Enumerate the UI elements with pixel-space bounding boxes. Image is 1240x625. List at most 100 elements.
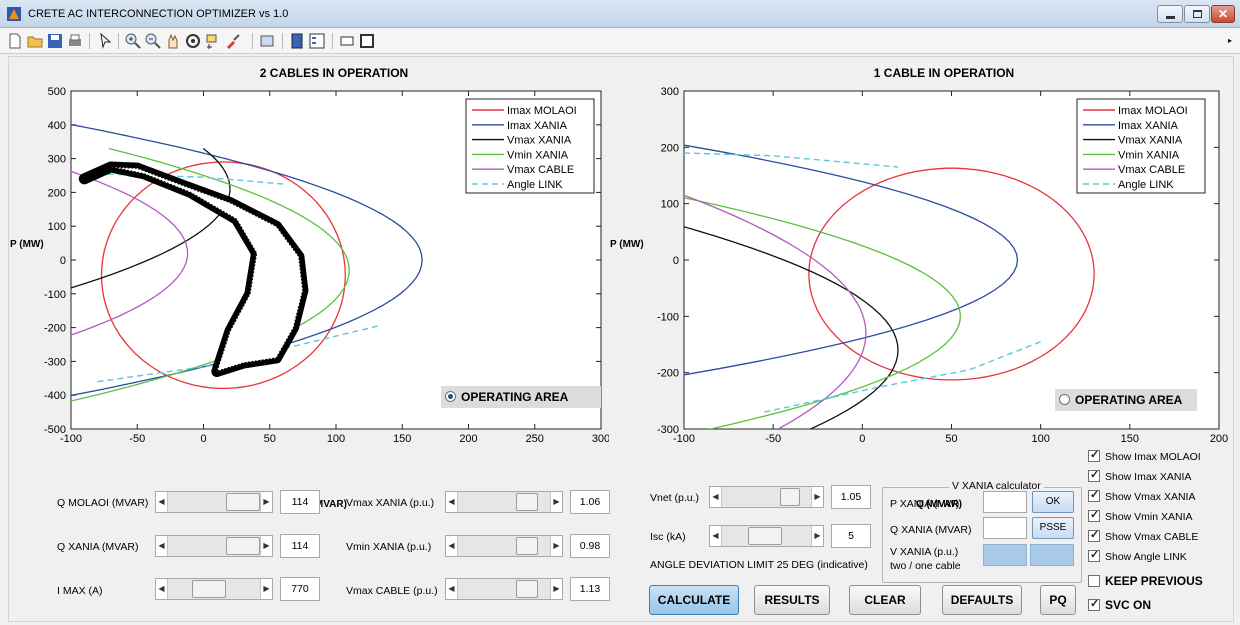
checkbox-icon[interactable]	[1088, 450, 1100, 462]
ok-button[interactable]: OK	[1032, 491, 1074, 513]
toolbar-overflow-icon[interactable]: ▸	[1228, 36, 1232, 45]
slider-thumb[interactable]	[192, 580, 226, 598]
vmax-cable-slider[interactable]: ◀ ▶	[445, 578, 563, 600]
vmax-xania-value[interactable]: 1.06	[570, 490, 610, 514]
show-imax-xania-checkbox[interactable]: Show Imax XANIA	[1088, 470, 1191, 483]
slider-left-arrow-icon[interactable]: ◀	[156, 536, 168, 556]
slider-left-arrow-icon[interactable]: ◀	[446, 536, 458, 556]
left-operating-area-label: OPERATING AREA	[461, 390, 568, 404]
show-vmin-xania-checkbox[interactable]: Show Vmin XANIA	[1088, 510, 1193, 523]
slider-left-arrow-icon[interactable]: ◀	[446, 492, 458, 512]
rotate-icon[interactable]	[184, 32, 202, 50]
pointer-icon[interactable]	[96, 32, 114, 50]
maximize-button[interactable]	[1184, 5, 1210, 23]
vmin-xania-value[interactable]: 0.98	[570, 534, 610, 558]
vmin-xania-slider[interactable]: ◀ ▶	[445, 535, 563, 557]
keep-previous-checkbox[interactable]: KEEP PREVIOUS	[1088, 574, 1203, 588]
slider-left-arrow-icon[interactable]: ◀	[156, 492, 168, 512]
slider-thumb[interactable]	[516, 537, 538, 555]
checkbox-icon[interactable]	[1088, 470, 1100, 482]
save-icon[interactable]	[46, 32, 64, 50]
new-file-icon[interactable]	[6, 32, 24, 50]
clear-button[interactable]: CLEAR	[849, 585, 921, 615]
checkbox-icon[interactable]	[1088, 550, 1100, 562]
legend-icon[interactable]	[308, 32, 326, 50]
isc-value[interactable]: 5	[831, 524, 871, 548]
right-plot[interactable]: -100 -50 0 50 100 150 200 300 200 100 0 -100 -200 -30…	[609, 81, 1229, 486]
slider-thumb[interactable]	[780, 488, 800, 506]
brush-icon[interactable]	[224, 32, 242, 50]
q-molaoi-value[interactable]: 114	[280, 490, 320, 514]
pan-icon[interactable]	[164, 32, 182, 50]
left-operating-area-toggle[interactable]: OPERATING AREA	[441, 386, 601, 408]
imax-slider[interactable]: ◀ ▶	[155, 578, 273, 600]
slider-left-arrow-icon[interactable]: ◀	[710, 487, 722, 507]
print-icon[interactable]	[66, 32, 84, 50]
q-xania-input[interactable]	[983, 517, 1027, 539]
imax-value[interactable]: 770	[280, 577, 320, 601]
slider-left-arrow-icon[interactable]: ◀	[446, 579, 458, 599]
checkbox-icon[interactable]	[1088, 530, 1100, 542]
data-cursor-icon[interactable]	[204, 32, 222, 50]
slider-left-arrow-icon[interactable]: ◀	[156, 579, 168, 599]
slider-right-arrow-icon[interactable]: ▶	[260, 536, 272, 556]
slider-right-arrow-icon[interactable]: ▶	[260, 579, 272, 599]
zoom-out-icon[interactable]	[144, 32, 162, 50]
slider-right-arrow-icon[interactable]: ▶	[811, 487, 823, 507]
right-operating-area-radio[interactable]	[1059, 394, 1070, 405]
pq-button[interactable]: PQ	[1040, 585, 1076, 615]
vnet-slider[interactable]: ◀ ▶	[709, 486, 824, 508]
legend-entry: Vmax XANIA	[507, 135, 572, 147]
vmax-xania-slider[interactable]: ◀ ▶	[445, 491, 563, 513]
right-operating-area-toggle[interactable]: OPERATING AREA	[1055, 389, 1197, 411]
show-angle-link-checkbox[interactable]: Show Angle LINK	[1088, 550, 1187, 563]
slider-right-arrow-icon[interactable]: ▶	[260, 492, 272, 512]
legend-entry: Vmax CABLE	[507, 164, 574, 176]
slider-right-arrow-icon[interactable]: ▶	[550, 579, 562, 599]
show-vmax-xania-checkbox[interactable]: Show Vmax XANIA	[1088, 490, 1195, 503]
slider-right-arrow-icon[interactable]: ▶	[550, 536, 562, 556]
left-plot[interactable]: -100 -50 0 50 100 150 200 250 300500400300200100…	[9, 81, 609, 486]
colorbar-icon[interactable]	[288, 32, 306, 50]
p-xania-input[interactable]	[983, 491, 1027, 513]
svc-on-checkbox[interactable]: SVC ON	[1088, 598, 1151, 612]
show-vmax-cable-checkbox[interactable]: Show Vmax CABLE	[1088, 530, 1198, 543]
show-imax-molaoi-checkbox[interactable]: Show Imax MOLAOI	[1088, 450, 1201, 463]
slider-thumb[interactable]	[516, 580, 538, 598]
defaults-button[interactable]: DEFAULTS	[942, 585, 1022, 615]
psse-button[interactable]: PSSE	[1032, 517, 1074, 539]
checkbox-icon[interactable]	[1088, 490, 1100, 502]
slider-left-arrow-icon[interactable]: ◀	[710, 526, 722, 546]
close-button[interactable]: ✕	[1211, 5, 1235, 23]
q-xania-label: Q XANIA (MVAR)	[57, 541, 138, 553]
checkbox-icon[interactable]	[1088, 575, 1100, 587]
slider-right-arrow-icon[interactable]: ▶	[550, 492, 562, 512]
isc-slider[interactable]: ◀ ▶	[709, 525, 824, 547]
minimize-button[interactable]	[1157, 5, 1183, 23]
legend-entry: Imax MOLAOI	[1118, 105, 1188, 117]
slider-thumb[interactable]	[748, 527, 782, 545]
slider-right-arrow-icon[interactable]: ▶	[811, 526, 823, 546]
results-button[interactable]: RESULTS	[754, 585, 830, 615]
checkbox-icon[interactable]	[1088, 599, 1100, 611]
open-folder-icon[interactable]	[26, 32, 44, 50]
checkbox-icon[interactable]	[1088, 510, 1100, 522]
vmax-cable-label: Vmax CABLE (p.u.)	[346, 585, 438, 597]
q-xania-calc-label: Q XANIA (MVAR)	[890, 524, 971, 536]
calculate-button[interactable]: CALCULATE	[649, 585, 739, 615]
vnet-value[interactable]: 1.05	[831, 485, 871, 509]
y-tick-label: -200	[44, 323, 66, 335]
zoom-in-icon[interactable]	[124, 32, 142, 50]
hide-tools-icon[interactable]	[338, 32, 356, 50]
vmax-cable-value[interactable]: 1.13	[570, 577, 610, 601]
slider-thumb[interactable]	[226, 537, 260, 555]
q-xania-value[interactable]: 114	[280, 534, 320, 558]
left-operating-area-radio[interactable]	[445, 391, 456, 402]
slider-thumb[interactable]	[516, 493, 538, 511]
link-icon[interactable]	[258, 32, 276, 50]
dock-icon[interactable]	[358, 32, 376, 50]
window-title: CRETE AC INTERCONNECTION OPTIMIZER vs 1.…	[28, 8, 288, 20]
q-xania-slider[interactable]: ◀ ▶	[155, 535, 273, 557]
q-molaoi-slider[interactable]: ◀ ▶	[155, 491, 273, 513]
slider-thumb[interactable]	[226, 493, 260, 511]
